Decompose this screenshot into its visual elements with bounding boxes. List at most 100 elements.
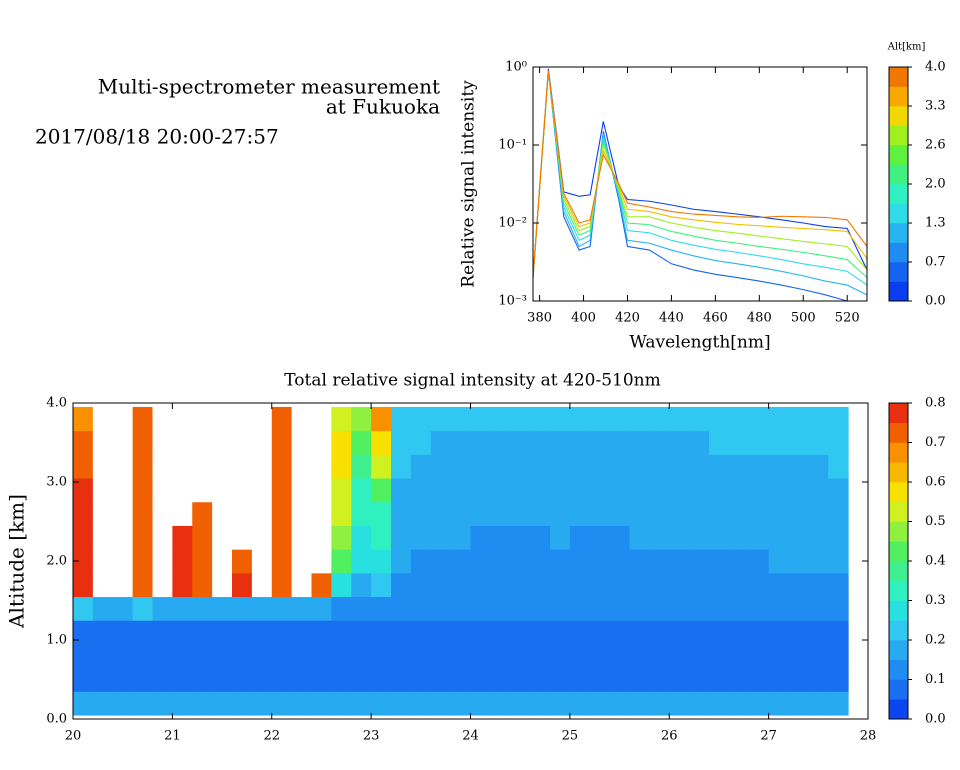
heat-cell bbox=[73, 525, 94, 550]
heat-cell bbox=[232, 643, 253, 669]
heat-cell bbox=[212, 596, 233, 621]
heat-cell bbox=[788, 667, 809, 692]
heat-cell bbox=[251, 643, 273, 669]
heat-cell bbox=[192, 478, 213, 503]
heat-cell bbox=[550, 454, 571, 479]
heat-cell bbox=[748, 667, 770, 692]
heat-cell bbox=[371, 643, 392, 669]
heat-cell bbox=[490, 501, 511, 526]
heat-cell bbox=[550, 525, 571, 550]
heat-cell bbox=[73, 572, 94, 598]
heat-cell bbox=[371, 572, 392, 598]
heat-cell bbox=[371, 596, 392, 621]
heat-cell bbox=[748, 454, 770, 479]
x-tick-label: 27 bbox=[760, 729, 777, 744]
heat-cell bbox=[371, 501, 392, 526]
heat-cell bbox=[569, 572, 591, 598]
heat-cell bbox=[649, 454, 670, 479]
colorbar-tick-label: 0.1 bbox=[925, 672, 946, 687]
colorbar-band bbox=[889, 262, 908, 282]
heat-cell bbox=[251, 406, 273, 432]
heat-cell bbox=[271, 406, 293, 432]
colorbar-label: Alt[km] bbox=[887, 42, 926, 53]
colorbar-tick-label: 0.8 bbox=[925, 396, 946, 411]
heat-cell bbox=[391, 525, 412, 550]
heat-cell bbox=[311, 667, 332, 692]
heat-cell bbox=[649, 430, 670, 455]
heat-cell bbox=[808, 643, 829, 669]
heat-cell bbox=[629, 620, 650, 645]
heat-cell bbox=[569, 549, 591, 574]
heat-cell bbox=[709, 572, 730, 598]
heat-cell bbox=[331, 454, 352, 479]
heat-cell bbox=[73, 549, 94, 574]
heat-cell bbox=[351, 406, 372, 432]
x-tick-label: 28 bbox=[860, 729, 877, 744]
heat-cell bbox=[92, 596, 114, 621]
heat-cell bbox=[410, 572, 432, 598]
heat-cell bbox=[371, 478, 392, 503]
heat-cell bbox=[768, 454, 789, 479]
heat-cell bbox=[728, 501, 750, 526]
heat-cell bbox=[430, 643, 452, 669]
heat-cell bbox=[391, 596, 412, 621]
x-tick-label: 24 bbox=[462, 729, 479, 744]
heat-cell bbox=[689, 620, 710, 645]
heat-cell bbox=[291, 691, 312, 716]
heat-cell bbox=[92, 549, 114, 574]
heat-cell bbox=[470, 596, 491, 621]
heat-cell bbox=[291, 406, 312, 432]
x-tick-label: 440 bbox=[659, 311, 684, 326]
heat-cell bbox=[609, 620, 630, 645]
heat-cell bbox=[649, 667, 670, 692]
heat-cell bbox=[112, 572, 134, 598]
title-line: Multi-spectrometer measurement bbox=[98, 75, 440, 99]
heat-cell bbox=[410, 478, 432, 503]
heat-cell bbox=[808, 478, 829, 503]
heat-cell bbox=[331, 478, 352, 503]
heat-cell bbox=[450, 643, 471, 669]
heat-cell bbox=[212, 430, 233, 455]
heat-cell bbox=[748, 430, 770, 455]
heat-cell bbox=[550, 691, 571, 716]
heat-cell bbox=[669, 501, 690, 526]
colorbar-band bbox=[889, 223, 908, 243]
heat-cell bbox=[331, 572, 352, 598]
heat-cell bbox=[788, 572, 809, 598]
heat-cell bbox=[152, 430, 173, 455]
heat-cell bbox=[629, 596, 650, 621]
heat-cell bbox=[589, 596, 611, 621]
heat-cell bbox=[112, 501, 134, 526]
heat-cell bbox=[351, 501, 372, 526]
heat-cell bbox=[450, 620, 471, 645]
heat-cell bbox=[589, 454, 611, 479]
heat-cell bbox=[291, 643, 312, 669]
heat-cell bbox=[271, 549, 293, 574]
heat-cell bbox=[490, 549, 511, 574]
heat-cell bbox=[490, 643, 511, 669]
heat-cell bbox=[510, 406, 531, 432]
heat-cell bbox=[649, 549, 670, 574]
heat-cell bbox=[530, 596, 551, 621]
heat-cell bbox=[828, 643, 849, 669]
heat-cell bbox=[112, 454, 134, 479]
heat-cell bbox=[351, 430, 372, 455]
y-tick-label: 2.0 bbox=[46, 554, 67, 569]
heat-cell bbox=[709, 620, 730, 645]
heat-cell bbox=[192, 454, 213, 479]
heat-cell bbox=[212, 549, 233, 574]
heat-cell bbox=[530, 691, 551, 716]
heat-cell bbox=[768, 430, 789, 455]
colorbar-band bbox=[889, 86, 908, 107]
heat-cell bbox=[73, 667, 94, 692]
heat-cell bbox=[768, 691, 789, 716]
heat-cell bbox=[251, 549, 273, 574]
heat-cell bbox=[490, 430, 511, 455]
heat-cell bbox=[748, 572, 770, 598]
heat-cell bbox=[490, 454, 511, 479]
heat-cell bbox=[768, 596, 789, 621]
colorbar-tick-label: 4.0 bbox=[925, 60, 946, 75]
heat-cell bbox=[530, 667, 551, 692]
colorbar-tick-label: 2.6 bbox=[925, 137, 946, 152]
